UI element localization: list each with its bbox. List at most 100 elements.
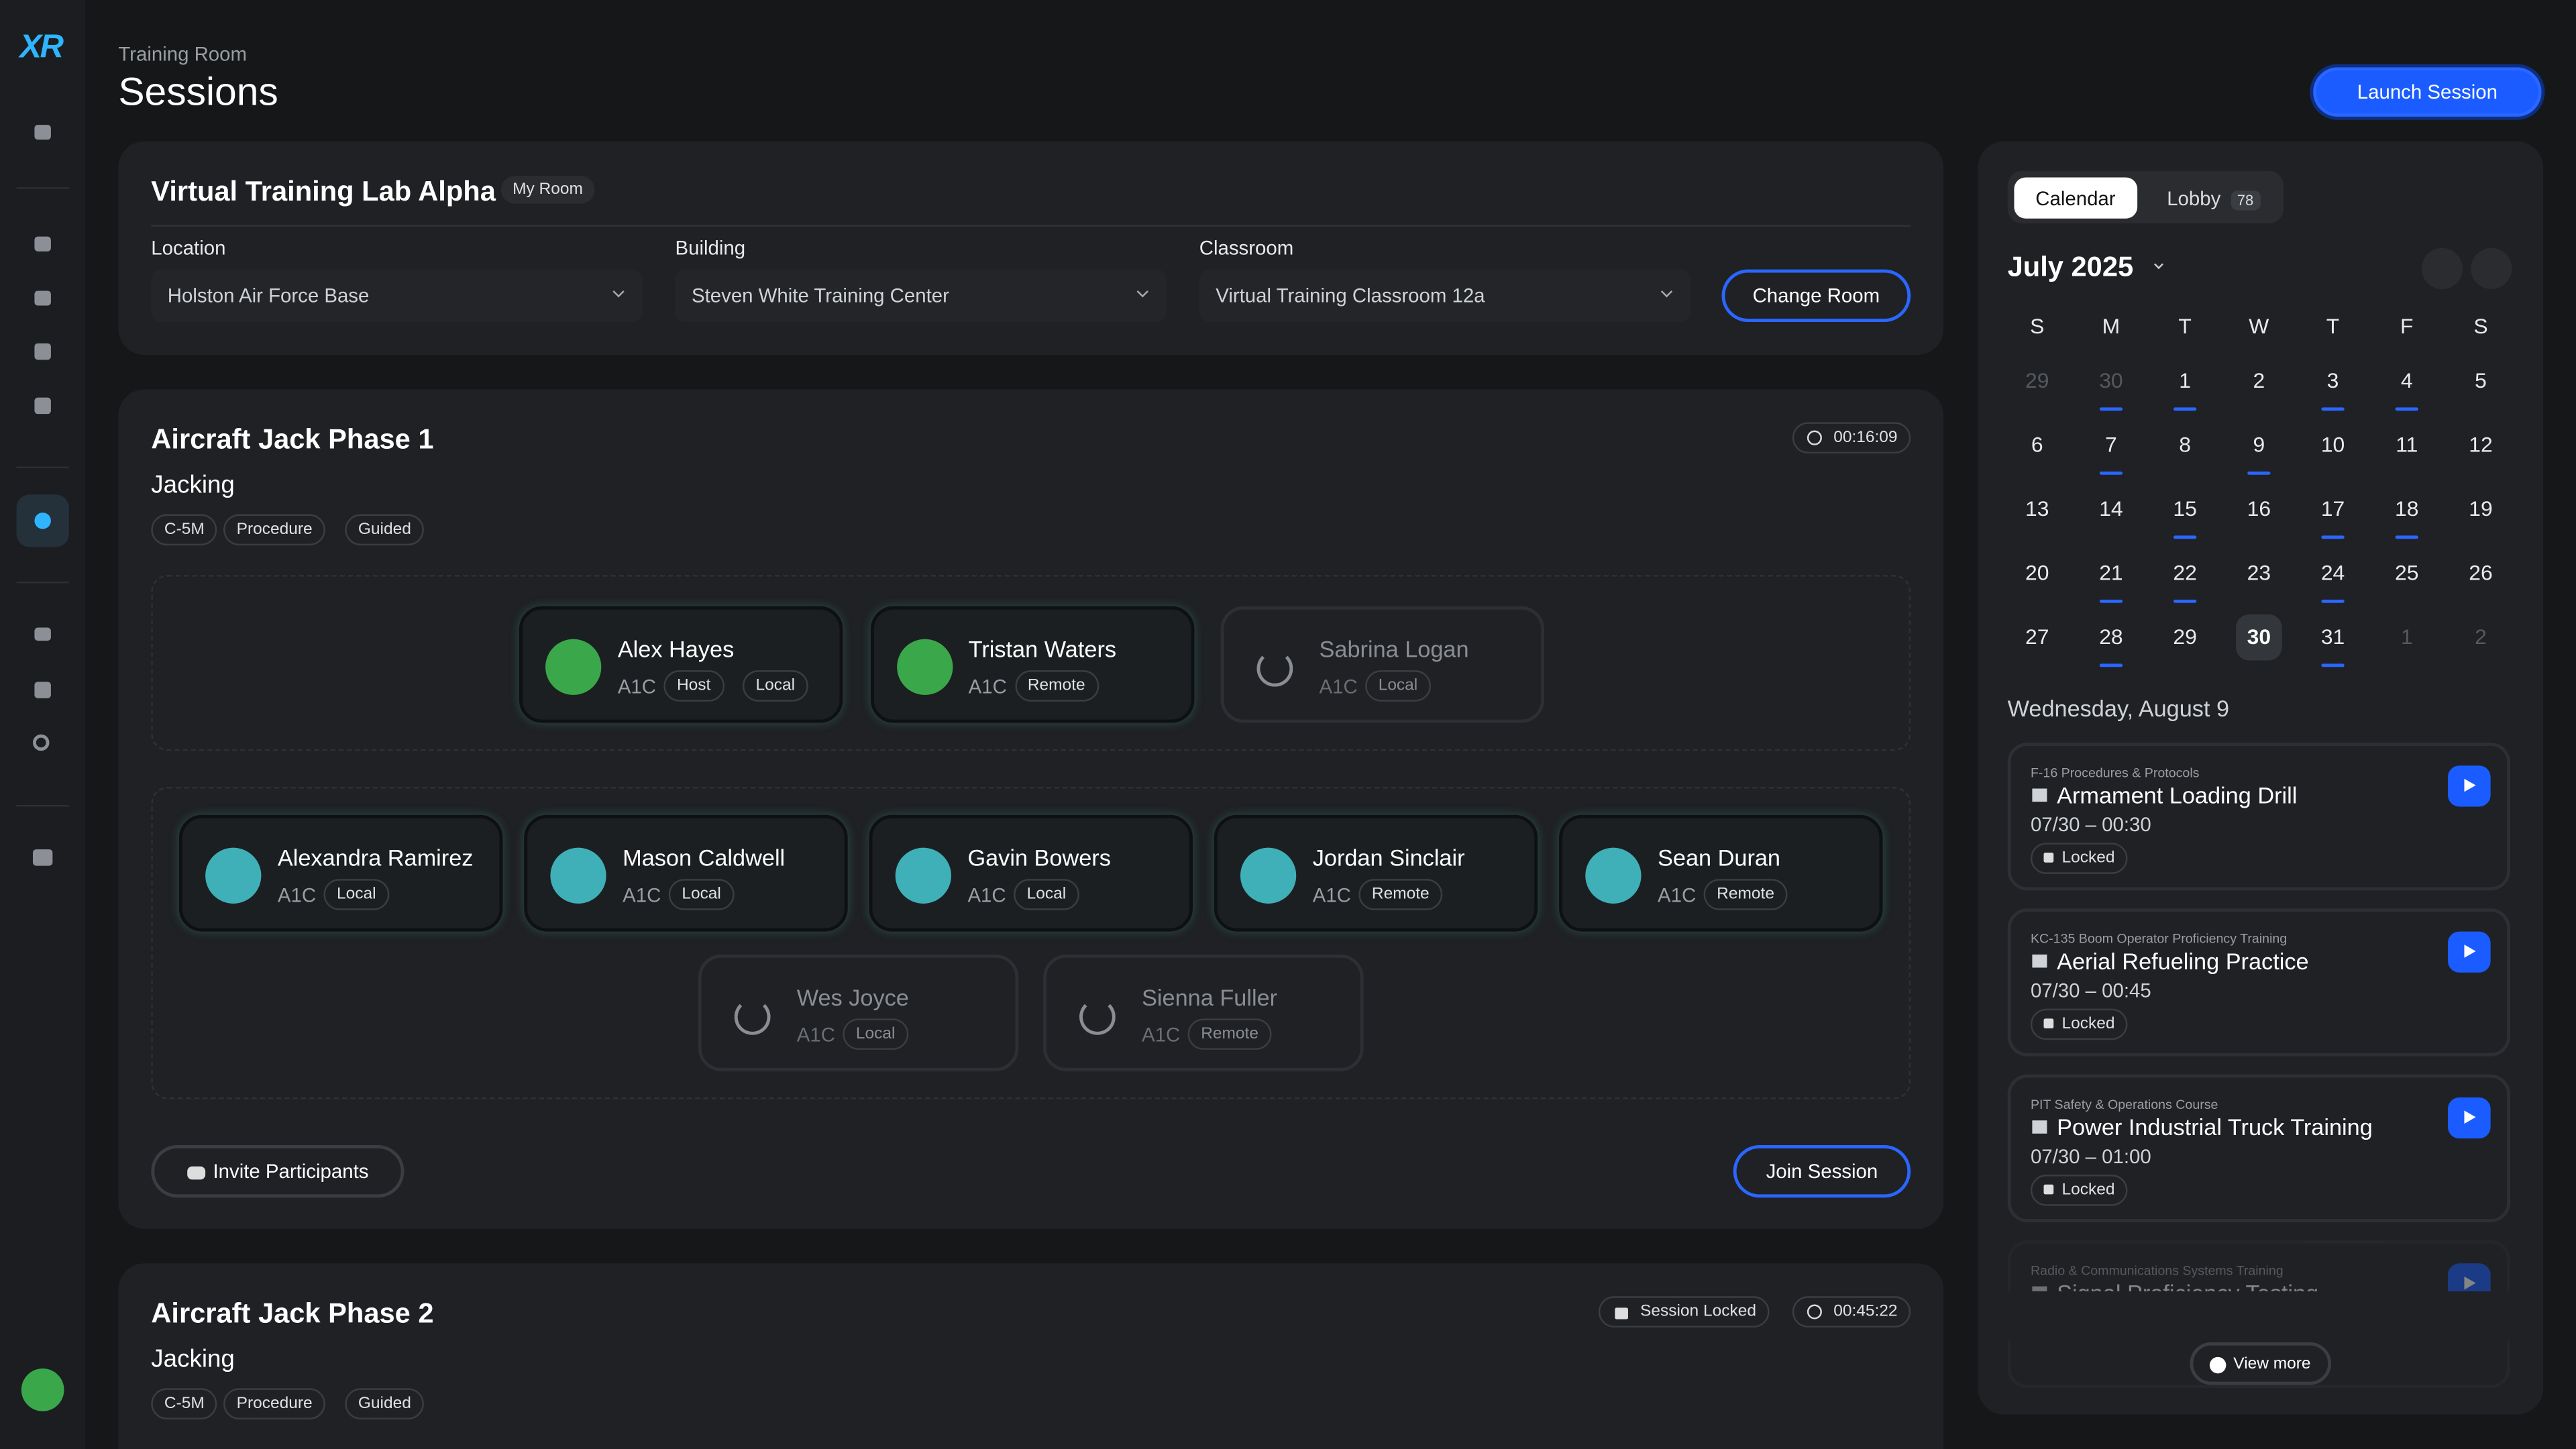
invite-button[interactable]: Invite Participants (151, 1144, 405, 1198)
event-dot (2174, 535, 2197, 539)
rank: A1C (623, 883, 661, 907)
day[interactable]: 5 (2475, 368, 2487, 393)
day[interactable]: 1 (2179, 368, 2191, 393)
play-button[interactable] (2447, 1097, 2491, 1139)
field-select[interactable]: Holston Air Force Base (151, 269, 643, 323)
lock-icon (2043, 1018, 2054, 1029)
day[interactable]: 6 (2031, 432, 2043, 457)
day[interactable]: 2 (2475, 624, 2487, 649)
edit-icon[interactable] (34, 682, 51, 698)
location-pill: Local (1014, 879, 1079, 910)
field-select[interactable]: Steven White Training Center (675, 269, 1167, 323)
book-icon[interactable] (34, 397, 51, 415)
next-button[interactable] (2471, 248, 2512, 290)
view-more[interactable]: View more (2190, 1342, 2332, 1385)
users-icon[interactable] (32, 849, 53, 866)
chart-icon[interactable] (34, 290, 51, 306)
tag: Procedure (223, 514, 326, 546)
day[interactable]: 7 (2105, 432, 2117, 457)
day[interactable]: 27 (2025, 624, 2049, 649)
tag: Guided (345, 1388, 425, 1419)
refresh-icon[interactable] (32, 734, 50, 751)
change-room-button[interactable]: Change Room (1721, 269, 1911, 323)
field-label: Location (151, 236, 226, 260)
event-icon (2032, 954, 2047, 968)
weekday: F (2400, 313, 2414, 339)
tag: C-5M (151, 1388, 218, 1419)
day[interactable]: 29 (2025, 368, 2049, 393)
day[interactable]: 24 (2320, 560, 2345, 585)
day[interactable]: 9 (2253, 432, 2265, 457)
event-dot (2099, 407, 2123, 411)
day[interactable]: 20 (2025, 560, 2049, 585)
rank: A1C (968, 675, 1007, 698)
day[interactable]: 30 (2099, 368, 2123, 393)
participant-name: Alexandra Ramirez (277, 844, 474, 871)
weekday: T (2178, 313, 2192, 339)
day[interactable]: 28 (2099, 624, 2123, 649)
day[interactable]: 2 (2253, 368, 2265, 393)
day[interactable]: 19 (2469, 496, 2493, 521)
participant-card: Wes Joyce A1C Local (698, 954, 1019, 1071)
day[interactable]: 14 (2099, 496, 2123, 521)
day[interactable]: 11 (2396, 432, 2418, 457)
event-title: Armament Loading Drill (2057, 782, 2298, 808)
room-name: Virtual Training Lab Alpha (151, 176, 496, 207)
event-card[interactable]: F-16 Procedures & Protocols Armament Load… (2007, 742, 2511, 891)
day[interactable]: 18 (2395, 496, 2419, 521)
rank: A1C (1658, 883, 1697, 907)
tab[interactable]: Lobby 78 (2145, 177, 2282, 218)
day[interactable]: 8 (2179, 432, 2191, 457)
day[interactable]: 31 (2320, 624, 2345, 649)
event-card[interactable]: KC-135 Boom Operator Proficiency Trainin… (2007, 908, 2511, 1057)
locked-badge: Session Locked (1599, 1296, 1770, 1328)
divider (16, 466, 69, 468)
session-subtitle: Jacking (151, 1345, 235, 1374)
play-button[interactable] (2447, 931, 2491, 973)
day[interactable]: 3 (2326, 368, 2339, 393)
day[interactable]: 4 (2400, 368, 2413, 393)
participant-card: Mason Caldwell A1C Local (524, 814, 848, 932)
play-button[interactable] (2447, 765, 2491, 807)
join-button[interactable]: Join Session (1733, 1144, 1911, 1198)
day[interactable]: 12 (2469, 432, 2493, 457)
tab[interactable]: Calendar (2014, 177, 2137, 219)
date-heading: Wednesday, August 9 (2007, 694, 2230, 722)
day[interactable]: 21 (2099, 560, 2123, 585)
prev-button[interactable] (2421, 248, 2463, 290)
grid-icon[interactable] (34, 236, 51, 252)
day[interactable]: 30 (2247, 624, 2271, 649)
event-title: Power Industrial Truck Training (2057, 1114, 2373, 1140)
day[interactable]: 23 (2247, 560, 2271, 585)
list-icon[interactable] (34, 627, 51, 641)
day[interactable]: 15 (2173, 496, 2197, 521)
day[interactable]: 29 (2173, 624, 2197, 649)
change-room-label: Change Room (1752, 284, 1880, 307)
page-title: Sessions (118, 70, 278, 115)
participant-card: Gavin Bowers A1C Local (869, 814, 1193, 932)
event-dot (2321, 535, 2345, 539)
day[interactable]: 16 (2247, 496, 2271, 521)
home-icon[interactable] (34, 125, 51, 140)
side-panel: Calendar Lobby 78 July 2025 S M T W T F S 29 30 1 2 3 4 5… (1978, 141, 2544, 1415)
day[interactable]: 10 (2320, 432, 2345, 457)
day[interactable]: 1 (2400, 624, 2413, 649)
active-nav[interactable] (16, 494, 69, 547)
doc-icon[interactable] (34, 343, 51, 360)
day[interactable]: 22 (2173, 560, 2197, 585)
day[interactable]: 13 (2025, 496, 2049, 521)
event-card[interactable]: PIT Safety & Operations Course Power Indu… (2007, 1074, 2511, 1223)
field-select[interactable]: Virtual Training Classroom 12a (1199, 269, 1691, 323)
rank: A1C (1319, 675, 1358, 698)
day[interactable]: 25 (2395, 560, 2419, 585)
participant-name: Wes Joyce (796, 983, 909, 1011)
day[interactable]: 26 (2469, 560, 2493, 585)
divider (16, 581, 69, 584)
event-dot (2099, 471, 2123, 475)
participant-name: Gavin Bowers (967, 844, 1111, 871)
day[interactable]: 17 (2320, 496, 2345, 521)
event-category: F-16 Procedures & Protocols (2030, 765, 2200, 781)
launch-button[interactable]: Launch Session (2313, 67, 2542, 117)
user-avatar[interactable] (21, 1368, 64, 1411)
